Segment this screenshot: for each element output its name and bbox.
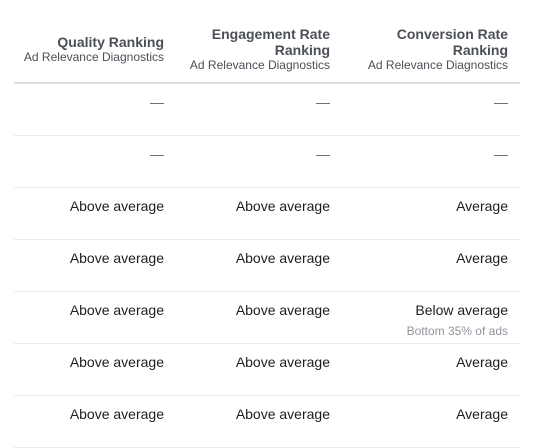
engagement-ranking-cell: — bbox=[316, 94, 330, 110]
engagement-ranking-cell: — bbox=[316, 146, 330, 162]
conversion-ranking-cell: — bbox=[494, 146, 508, 162]
column-title: Quality Ranking bbox=[57, 34, 164, 50]
quality-ranking-cell: — bbox=[150, 94, 164, 110]
table-row: Above average Above average Average bbox=[14, 240, 520, 292]
engagement-ranking-cell: Above average bbox=[235, 198, 330, 214]
table-row: Above average Above average Average bbox=[14, 188, 520, 240]
table-header: Quality Ranking Ad Relevance Diagnostics… bbox=[14, 0, 520, 84]
conversion-ranking-note: Bottom 35% of ads bbox=[406, 324, 508, 338]
conversion-ranking-value: Below average bbox=[415, 302, 508, 318]
column-subtitle: Ad Relevance Diagnostics bbox=[23, 50, 164, 64]
conversion-ranking-cell: Average bbox=[456, 250, 508, 266]
column-header-quality-ranking[interactable]: Quality Ranking Ad Relevance Diagnostics bbox=[14, 34, 164, 65]
quality-ranking-cell: Above average bbox=[69, 302, 164, 318]
table-row: — — — bbox=[14, 84, 520, 136]
conversion-ranking-cell: — bbox=[494, 94, 508, 110]
table-row: Above average Above average Average bbox=[14, 344, 520, 396]
quality-ranking-cell: Above average bbox=[69, 198, 164, 214]
conversion-ranking-cell: Average bbox=[456, 198, 508, 214]
table-row: Above average Above average Below averag… bbox=[14, 292, 520, 344]
engagement-ranking-cell: Above average bbox=[235, 250, 330, 266]
table-row: Above average Above average Average bbox=[14, 396, 520, 448]
quality-ranking-cell: Above average bbox=[69, 354, 164, 370]
conversion-ranking-cell: Average bbox=[456, 406, 508, 422]
quality-ranking-cell: Above average bbox=[69, 406, 164, 422]
engagement-ranking-cell: Above average bbox=[235, 302, 330, 318]
conversion-ranking-cell: Below average Bottom 35% of ads bbox=[338, 302, 508, 338]
quality-ranking-cell: — bbox=[150, 146, 164, 162]
column-subtitle: Ad Relevance Diagnostics bbox=[189, 58, 330, 72]
conversion-ranking-cell: Average bbox=[456, 354, 508, 370]
column-header-engagement-rate-ranking[interactable]: Engagement Rate Ranking Ad Relevance Dia… bbox=[172, 26, 330, 73]
column-header-conversion-rate-ranking[interactable]: Conversion Rate Ranking Ad Relevance Dia… bbox=[338, 26, 508, 73]
quality-ranking-cell: Above average bbox=[69, 250, 164, 266]
engagement-ranking-cell: Above average bbox=[235, 406, 330, 422]
table-row: — — — bbox=[14, 136, 520, 188]
engagement-ranking-cell: Above average bbox=[235, 354, 330, 370]
ad-relevance-table: Quality Ranking Ad Relevance Diagnostics… bbox=[14, 0, 520, 448]
column-title: Engagement Rate bbox=[211, 26, 330, 42]
column-title-line-2: Ranking bbox=[274, 42, 330, 58]
column-title: Conversion Rate bbox=[396, 26, 508, 42]
column-subtitle: Ad Relevance Diagnostics bbox=[367, 58, 508, 72]
column-title-line-2: Ranking bbox=[452, 42, 508, 58]
